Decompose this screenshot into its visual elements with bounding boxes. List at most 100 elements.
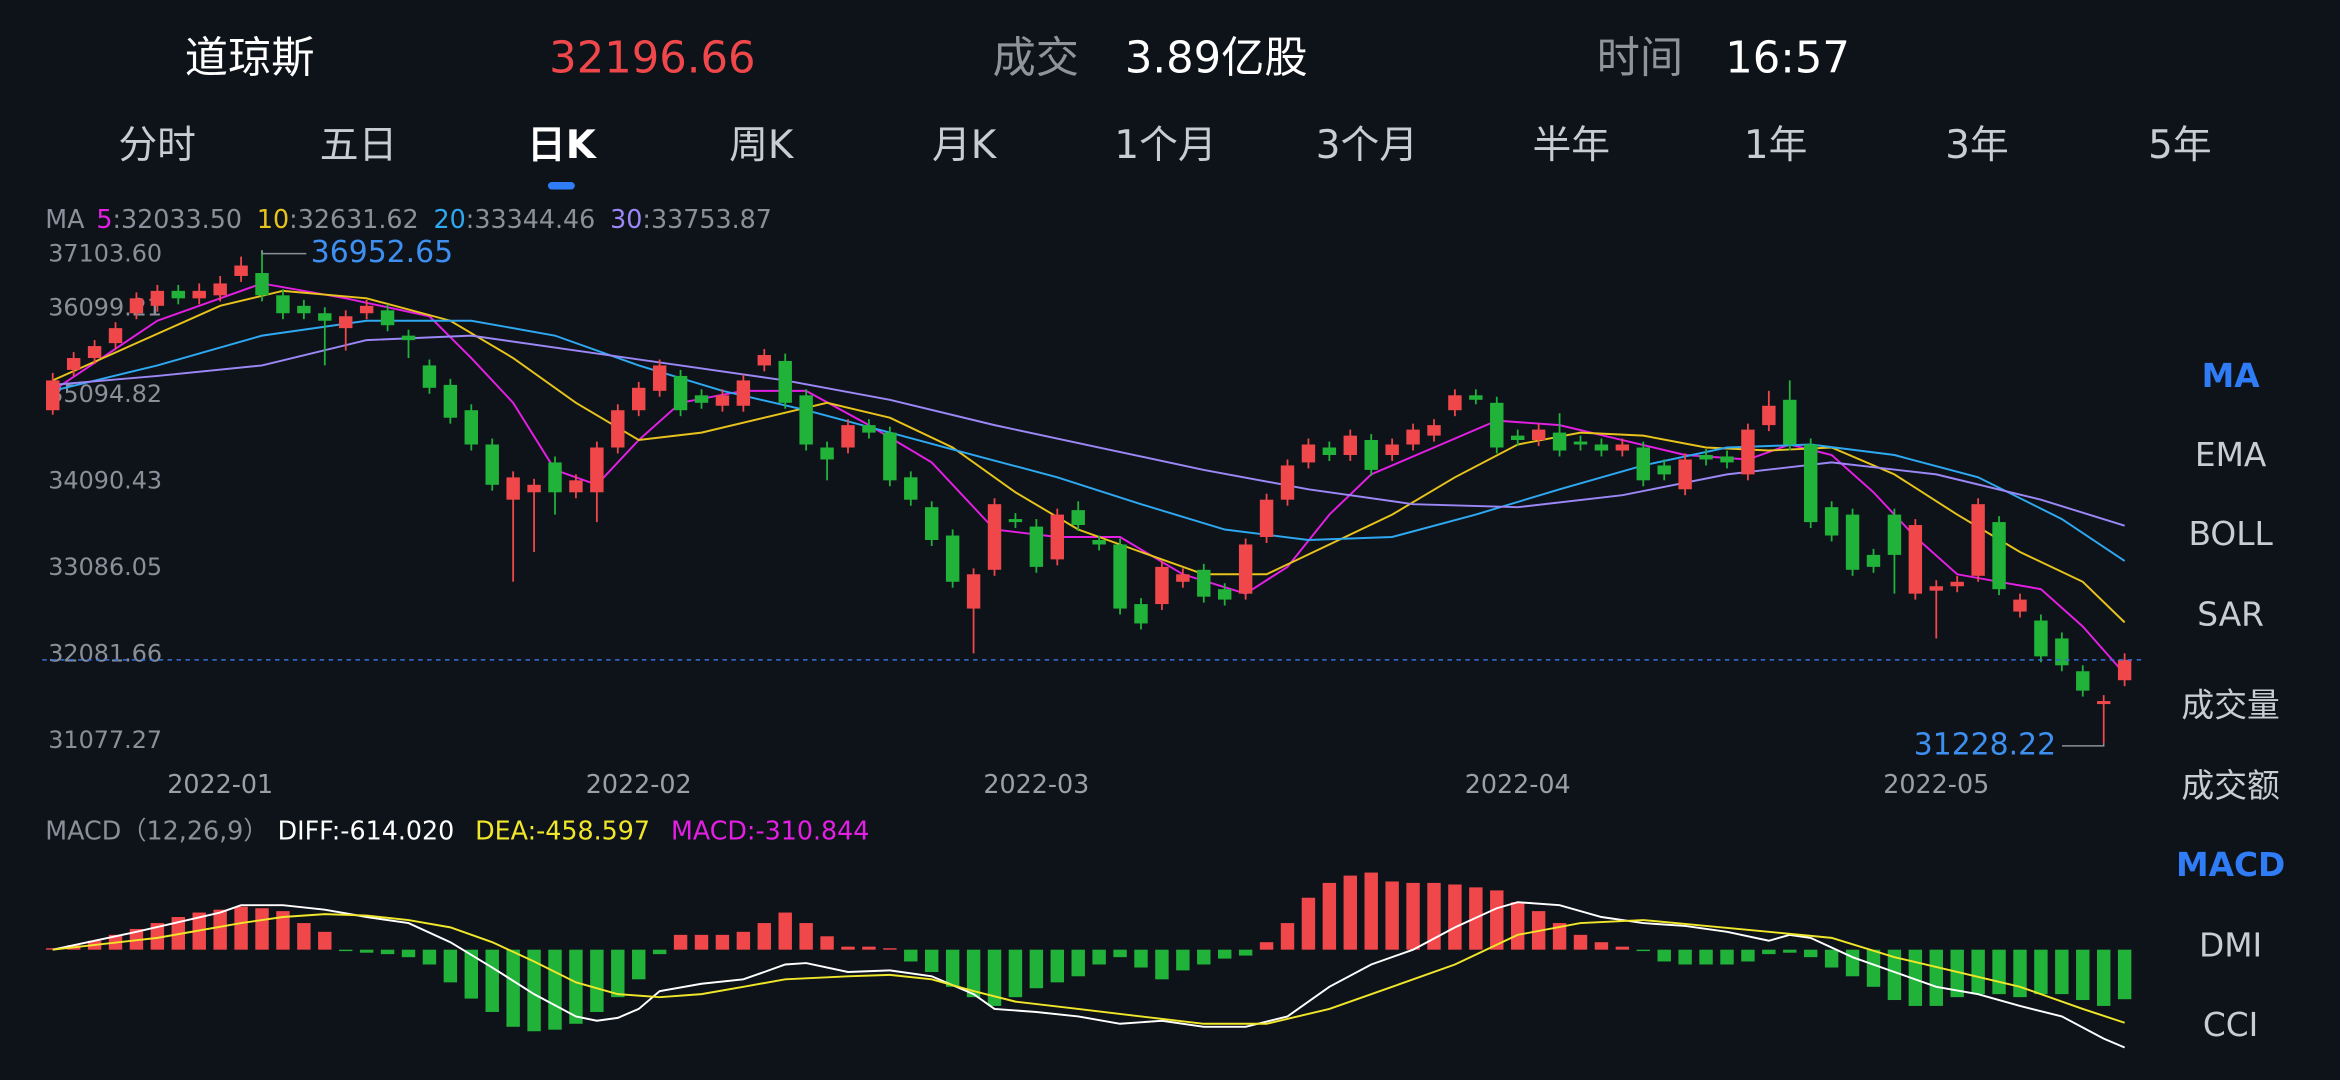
candle-body	[1678, 459, 1692, 490]
indicator-option[interactable]: SAR	[2197, 596, 2264, 634]
candle-body	[590, 447, 604, 493]
period-tab[interactable]: 3年	[1945, 123, 2008, 168]
candle-body	[129, 298, 144, 314]
macd-bar	[527, 949, 541, 1032]
legend-value: :33753.87	[642, 204, 771, 234]
candle-body	[1866, 554, 1881, 567]
macd-bar	[2076, 949, 2090, 1001]
candle-body	[820, 447, 834, 460]
indicator-option[interactable]: CCI	[2203, 1006, 2258, 1044]
indicator-option[interactable]: 成交量	[2181, 687, 2279, 725]
macd-bar	[757, 923, 772, 950]
x-tick-label: 2022-04	[1465, 769, 1571, 799]
legend-title: MACD（12,26,9）	[45, 815, 268, 845]
candle-body	[1762, 405, 1776, 426]
indicator-option[interactable]: MACD	[2176, 846, 2285, 884]
indicator-option[interactable]: BOLL	[2188, 515, 2273, 553]
period-tab[interactable]: 5年	[2148, 123, 2211, 168]
index-name: 道琼斯	[185, 34, 315, 84]
macd-bar	[966, 949, 981, 998]
candle-body	[1343, 435, 1357, 456]
candle-body	[1029, 526, 1044, 567]
macd-bar	[443, 949, 458, 983]
macd-bar	[987, 949, 1002, 1006]
macd-bar	[150, 923, 165, 950]
indicator-option[interactable]: 成交额	[2181, 767, 2279, 805]
period-tab[interactable]: 周K	[729, 123, 795, 168]
macd-bar	[1155, 949, 1169, 980]
ma-line	[52, 282, 2126, 675]
period-tab[interactable]: 3个月	[1316, 123, 1418, 168]
candle-body	[611, 410, 625, 448]
candle-body	[757, 355, 772, 366]
indicator-option[interactable]: EMA	[2195, 436, 2267, 474]
macd-bar	[1259, 942, 1274, 950]
y-tick-label: 36099.21	[48, 293, 162, 321]
period-tab[interactable]: 五日	[320, 123, 398, 168]
macd-bar	[1092, 949, 1106, 965]
candle-body	[1950, 581, 1964, 587]
candle-body	[1238, 544, 1253, 594]
candle-body	[1113, 544, 1127, 609]
candle-body	[778, 360, 792, 403]
period-tab[interactable]: 分时	[118, 123, 196, 168]
period-tab[interactable]: 月K	[932, 123, 998, 168]
y-tick-label: 34090.43	[48, 466, 162, 494]
candle-body	[2013, 599, 2027, 612]
period-tab[interactable]: 1年	[1744, 123, 1807, 168]
candle-body	[192, 290, 206, 299]
y-tick-label: 32081.66	[48, 639, 162, 667]
macd-bar	[318, 931, 332, 950]
macd-bar	[2096, 949, 2111, 1006]
candle-body	[1741, 429, 1755, 475]
legend-title: MA	[45, 204, 85, 234]
macd-bar	[1594, 942, 1609, 950]
legend-entry: MACD:-310.844	[671, 815, 869, 845]
candle-body	[443, 384, 458, 418]
legend-name: 30	[610, 204, 642, 234]
low-marker	[2062, 743, 2105, 747]
indicator-option[interactable]: DMI	[2199, 927, 2262, 965]
macd-bar	[1510, 902, 1525, 950]
candle-body	[1699, 455, 1713, 460]
candle-body	[1887, 514, 1902, 555]
macd-bar	[799, 923, 813, 950]
macd-bar	[904, 949, 918, 962]
candle-body	[966, 574, 981, 609]
macd-bar	[1448, 884, 1462, 950]
macd-bar	[255, 908, 269, 950]
indicator-option[interactable]: MA	[2202, 357, 2261, 395]
legend-name: 10	[257, 204, 289, 234]
macd-bar	[694, 934, 709, 950]
time: 16:57	[1725, 34, 1850, 84]
candle-body	[652, 365, 667, 391]
macd-bar	[1950, 949, 1964, 998]
candle-body	[715, 395, 730, 406]
candle-body	[1092, 540, 1106, 545]
period-tab[interactable]: 1个月	[1114, 123, 1216, 168]
x-tick-label: 2022-03	[983, 769, 1089, 799]
candle-body	[1490, 402, 1504, 448]
legend-entry: DEA:-458.597	[475, 815, 650, 845]
macd-bar	[1134, 949, 1148, 968]
candle-body	[1301, 444, 1316, 463]
macd-bar	[1720, 949, 1734, 965]
macd-bar	[1762, 949, 1776, 955]
macd-bar	[632, 949, 646, 980]
legend-name: 20	[434, 204, 466, 234]
macd-bar	[485, 949, 499, 1012]
candle-body	[1803, 444, 1818, 523]
candle-body	[234, 265, 248, 276]
candle-body	[401, 335, 416, 341]
macd-bar	[401, 949, 416, 958]
macd-bar	[1322, 882, 1337, 950]
high-label: 36952.65	[311, 235, 453, 270]
macd-bar	[1218, 949, 1232, 959]
candle-body	[1008, 519, 1023, 523]
macd-bar	[1050, 949, 1064, 983]
candle-body	[1531, 429, 1546, 441]
macd-bar	[359, 949, 374, 953]
period-tab[interactable]: 日K	[527, 123, 598, 168]
macd-bar	[1280, 923, 1295, 950]
period-tab[interactable]: 半年	[1532, 123, 1610, 168]
